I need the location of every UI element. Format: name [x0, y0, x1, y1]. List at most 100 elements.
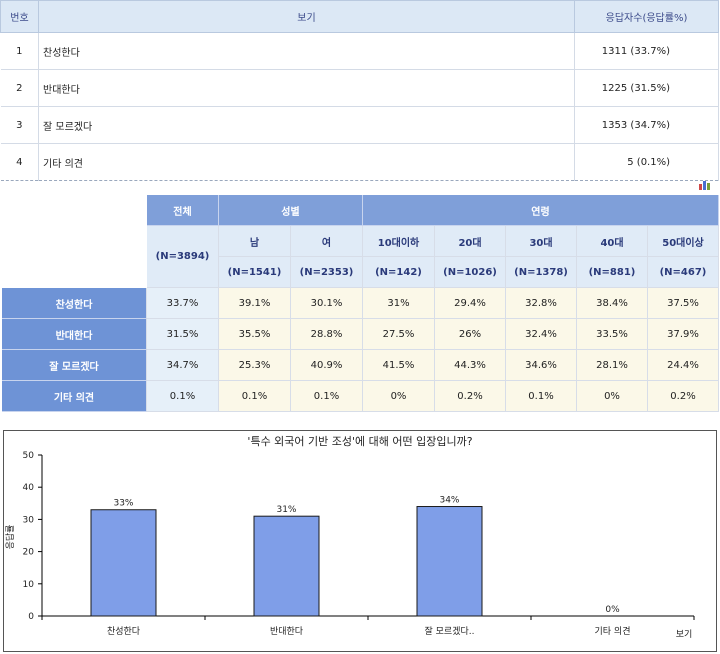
col-header-option: 보기	[38, 0, 575, 33]
cell: 31.5%	[147, 319, 219, 350]
row-label: 잘 모르겠다	[38, 106, 575, 144]
cell: 39.1%	[219, 288, 291, 319]
col-header-responses: 응답자수(응답률%)	[574, 0, 719, 33]
crosstab-row: 잘 모르겠다 34.7% 25.3% 40.9% 41.5% 44.3% 34.…	[2, 350, 719, 381]
cell: 32.4%	[506, 319, 577, 350]
bar-chart-icon[interactable]	[699, 180, 711, 190]
subheader-40s: 40대	[577, 226, 648, 257]
bar	[90, 509, 157, 617]
n-20s: (N=1026)	[435, 257, 506, 288]
row-number: 1	[0, 32, 39, 70]
cell: 37.9%	[648, 319, 719, 350]
n-male: (N=1541)	[219, 257, 291, 288]
bar	[416, 506, 483, 617]
cell: 0.1%	[219, 381, 291, 412]
n-teens: (N=142)	[363, 257, 435, 288]
data-label: 33%	[113, 499, 133, 509]
category-label: 기타 의견	[595, 625, 631, 637]
subheader-50s: 50대이상	[648, 226, 719, 257]
subheader-teens: 10대이하	[363, 226, 435, 257]
bar	[253, 515, 320, 617]
bar-chart: '특수 외국어 기반 조성'에 대해 어떤 입장입니까? 응답률 보기 0 10 2…	[4, 434, 695, 640]
row-number: 4	[0, 143, 39, 181]
cell: 29.4%	[435, 288, 506, 319]
col-header-number: 번호	[0, 0, 39, 33]
row-value: 1311 (33.7%)	[574, 32, 719, 70]
header-gender: 성별	[219, 195, 363, 226]
table-row: 1 찬성한다 1311 (33.7%)	[0, 32, 719, 70]
row-value: 5 (0.1%)	[574, 143, 719, 181]
crosstab-row: 반대한다 31.5% 35.5% 28.8% 27.5% 26% 32.4% 3…	[2, 319, 719, 350]
category-label: 반대한다	[270, 626, 304, 637]
row-header: 잘 모르겠다	[2, 350, 147, 381]
y-tick-label: 0	[28, 612, 34, 622]
n-female: (N=2353)	[291, 257, 363, 288]
row-header: 반대한다	[2, 319, 147, 350]
header-age: 연령	[363, 195, 719, 226]
crosstab-table: 전체 성별 연령 (N=3894) 남 여 10대이하 20대 30대 40대 …	[2, 195, 719, 412]
crosstab-row: 기타 의견 0.1% 0.1% 0.1% 0% 0.2% 0.1% 0% 0.2…	[2, 381, 719, 412]
cell: 30.1%	[291, 288, 363, 319]
subheader-20s: 20대	[435, 226, 506, 257]
table-row: 2 반대한다 1225 (31.5%)	[0, 69, 719, 107]
n-30s: (N=1378)	[506, 257, 577, 288]
row-header: 찬성한다	[2, 288, 147, 319]
chart-title: '특수 외국어 기반 조성'에 대해 어떤 입장입니까?	[247, 434, 472, 448]
cell: 0%	[577, 381, 648, 412]
row-label: 반대한다	[38, 69, 575, 107]
cell: 32.8%	[506, 288, 577, 319]
crosstab-row: 찬성한다 33.7% 39.1% 30.1% 31% 29.4% 32.8% 3…	[2, 288, 719, 319]
subheader-30s: 30대	[506, 226, 577, 257]
cell: 0.1%	[147, 381, 219, 412]
cell: 34.7%	[147, 350, 219, 381]
data-label: 0%	[605, 605, 620, 615]
cell: 34.6%	[506, 350, 577, 381]
cell: 28.8%	[291, 319, 363, 350]
row-number: 3	[0, 106, 39, 144]
row-value: 1353 (34.7%)	[574, 106, 719, 144]
cell: 35.5%	[219, 319, 291, 350]
data-label: 31%	[276, 505, 296, 515]
data-label: 34%	[439, 496, 459, 506]
cell: 31%	[363, 288, 435, 319]
cell: 0.1%	[291, 381, 363, 412]
y-tick-label: 40	[23, 483, 35, 493]
cell: 40.9%	[291, 350, 363, 381]
y-axis-label: 응답률	[4, 525, 16, 550]
y-tick-label: 30	[23, 515, 35, 525]
n-50s: (N=467)	[648, 257, 719, 288]
table-row: 3 잘 모르겠다 1353 (34.7%)	[0, 106, 719, 144]
row-number: 2	[0, 69, 39, 107]
x-axis-label: 보기	[676, 629, 693, 640]
cell: 0.1%	[506, 381, 577, 412]
cell: 37.5%	[648, 288, 719, 319]
table-row: 4 기타 의견 5 (0.1%)	[0, 143, 719, 181]
bar-chart-panel: '특수 외국어 기반 조성'에 대해 어떤 입장입니까? 응답률 보기 0 10 2…	[3, 430, 717, 652]
cell: 26%	[435, 319, 506, 350]
cell: 0.2%	[435, 381, 506, 412]
header-total: 전체	[147, 195, 219, 226]
cell: 28.1%	[577, 350, 648, 381]
subheader-male: 남	[219, 226, 291, 257]
category-label: 찬성한다	[107, 626, 141, 637]
cell: 44.3%	[435, 350, 506, 381]
n-total: (N=3894)	[147, 226, 219, 288]
cell: 0%	[363, 381, 435, 412]
subheader-female: 여	[291, 226, 363, 257]
cell: 41.5%	[363, 350, 435, 381]
cell: 38.4%	[577, 288, 648, 319]
cell: 33.5%	[577, 319, 648, 350]
corner-blank	[2, 195, 147, 288]
row-header: 기타 의견	[2, 381, 147, 412]
cell: 27.5%	[363, 319, 435, 350]
y-tick-label: 10	[23, 580, 35, 590]
y-tick-label: 50	[23, 451, 35, 461]
cell: 33.7%	[147, 288, 219, 319]
row-label: 기타 의견	[38, 143, 575, 181]
cell: 24.4%	[648, 350, 719, 381]
row-value: 1225 (31.5%)	[574, 69, 719, 107]
n-40s: (N=881)	[577, 257, 648, 288]
cell: 0.2%	[648, 381, 719, 412]
row-label: 찬성한다	[38, 32, 575, 70]
category-label: 잘 모르겠다..	[425, 625, 475, 637]
